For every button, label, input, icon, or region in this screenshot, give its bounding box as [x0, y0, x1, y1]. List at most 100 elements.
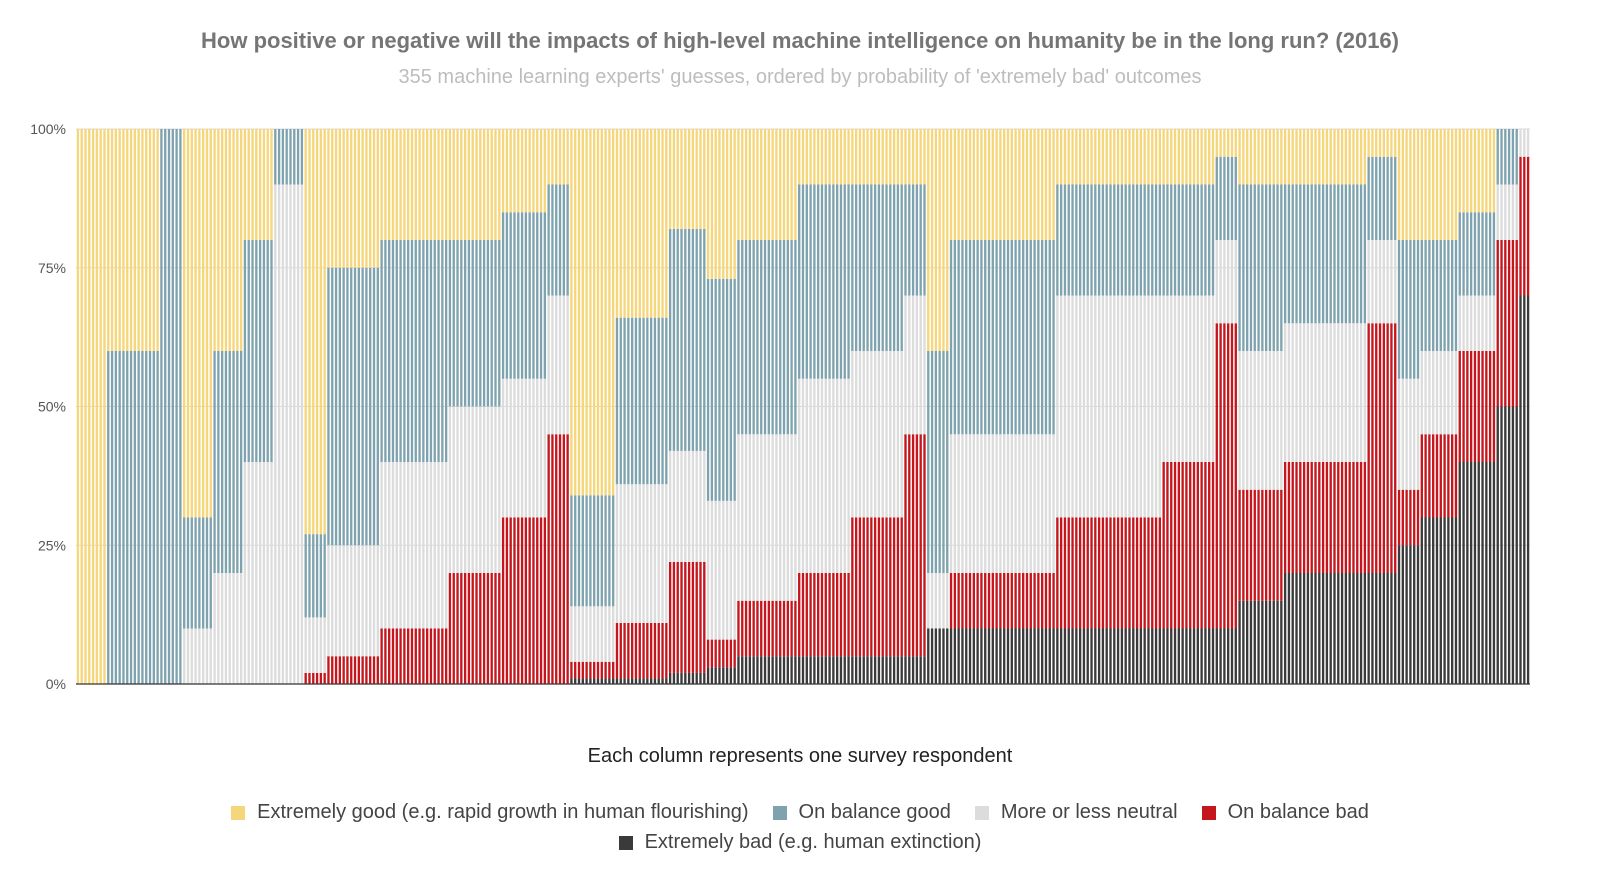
- bar-on-balance-good: [1018, 240, 1021, 435]
- bar-extremely-bad: [1173, 628, 1177, 684]
- bar-on-balance-bad: [1124, 517, 1127, 629]
- respondent-column: [805, 129, 808, 684]
- bar-on-balance-bad: [528, 517, 531, 684]
- bar-on-balance-good: [224, 351, 228, 573]
- bar-neutral: [938, 573, 941, 629]
- bar-on-balance-good: [1264, 184, 1268, 351]
- bar-extremely-bad: [900, 656, 903, 684]
- bar-on-balance-bad: [1462, 351, 1465, 462]
- respondent-column: [91, 129, 95, 684]
- bar-on-balance-good: [1280, 184, 1283, 351]
- bar-neutral: [684, 450, 687, 562]
- bar-extremely-good: [1132, 129, 1135, 185]
- bar-extremely-good: [236, 129, 239, 351]
- bar-extremely-bad: [1504, 406, 1507, 684]
- bar-extremely-good: [429, 129, 433, 240]
- respondent-column: [217, 129, 220, 684]
- bar-on-balance-bad: [463, 573, 467, 684]
- bar-on-balance-bad: [1227, 323, 1230, 629]
- bar-on-balance-good: [532, 212, 535, 379]
- bar-neutral: [1378, 240, 1382, 324]
- bar-on-balance-bad: [1067, 517, 1070, 629]
- bar-extremely-good: [1306, 129, 1310, 185]
- bar-on-balance-bad: [1356, 462, 1359, 573]
- bar-neutral: [1025, 434, 1029, 573]
- bar-extremely-good: [103, 129, 106, 684]
- bar-extremely-good: [934, 129, 938, 351]
- bar-on-balance-good: [441, 240, 444, 462]
- respondent-column: [987, 129, 991, 684]
- bar-neutral: [1523, 129, 1526, 157]
- respondent-column: [968, 129, 972, 684]
- respondent-column: [202, 129, 205, 684]
- bar-extremely-bad: [612, 678, 615, 684]
- bar-on-balance-bad: [1386, 323, 1389, 573]
- bar-on-balance-bad: [627, 622, 630, 679]
- bar-on-balance-good: [1318, 184, 1321, 324]
- bar-neutral: [1082, 295, 1086, 518]
- bar-extremely-good: [441, 129, 444, 240]
- bar-extremely-good: [1249, 129, 1253, 185]
- bar-on-balance-bad: [1196, 462, 1199, 629]
- bar-extremely-bad: [1037, 628, 1040, 684]
- bar-extremely-good: [615, 129, 619, 318]
- bar-on-balance-good: [858, 184, 862, 351]
- bar-neutral: [1344, 323, 1348, 462]
- respondent-column: [680, 129, 683, 684]
- bar-extremely-bad: [642, 678, 645, 684]
- bar-on-balance-bad: [809, 573, 812, 657]
- bar-on-balance-good: [1488, 212, 1492, 296]
- bar-on-balance-bad: [570, 661, 573, 679]
- bar-extremely-bad: [585, 678, 588, 684]
- bar-on-balance-bad: [1443, 434, 1446, 518]
- bar-extremely-bad: [1356, 573, 1359, 684]
- respondent-column: [1344, 129, 1348, 684]
- bar-neutral: [236, 573, 239, 684]
- y-tick-label: 50%: [38, 399, 66, 415]
- bar-on-balance-bad: [904, 434, 907, 657]
- bar-on-balance-good: [566, 184, 569, 296]
- bar-neutral: [1006, 434, 1010, 573]
- bar-on-balance-good: [1090, 184, 1093, 296]
- bar-extremely-bad: [1025, 628, 1029, 684]
- bar-on-balance-bad: [646, 622, 649, 679]
- bar-neutral: [612, 606, 615, 662]
- bar-on-balance-bad: [794, 600, 797, 657]
- bar-neutral: [642, 484, 645, 623]
- bar-on-balance-bad: [490, 573, 493, 684]
- respondent-column: [342, 129, 345, 684]
- respondent-column: [593, 129, 596, 684]
- respondent-column: [1208, 129, 1211, 684]
- bar-on-balance-bad: [1010, 573, 1013, 629]
- bar-on-balance-bad: [1473, 351, 1477, 462]
- legend-swatch-extremely-good: [231, 805, 246, 820]
- bar-neutral: [968, 434, 972, 573]
- bar-extremely-good: [661, 129, 664, 318]
- respondent-column: [403, 129, 406, 684]
- bar-extremely-good: [448, 129, 452, 240]
- bar-extremely-good: [262, 129, 266, 240]
- bar-neutral: [1189, 295, 1192, 462]
- bar-neutral: [1147, 295, 1150, 518]
- respondent-column: [1378, 129, 1382, 684]
- bar-extremely-good: [1473, 129, 1477, 213]
- bar-extremely-good: [984, 129, 987, 240]
- bar-extremely-good: [824, 129, 827, 185]
- bar-neutral: [1314, 323, 1317, 462]
- bar-on-balance-bad: [706, 639, 710, 668]
- bar-on-balance-bad: [775, 600, 778, 657]
- bar-on-balance-bad: [953, 573, 957, 629]
- bar-extremely-good: [1227, 129, 1230, 157]
- bar-extremely-bad: [577, 678, 581, 684]
- bar-on-balance-good: [1367, 156, 1370, 240]
- bar-on-balance-bad: [668, 561, 672, 673]
- respondent-column: [585, 129, 588, 684]
- respondent-column: [911, 129, 915, 684]
- bar-on-balance-bad: [729, 639, 733, 668]
- bar-neutral: [911, 295, 915, 435]
- respondent-column: [1215, 129, 1218, 684]
- bar-extremely-bad: [858, 656, 862, 684]
- bar-on-balance-bad: [1466, 351, 1469, 462]
- bar-on-balance-good: [1447, 240, 1450, 351]
- respondent-column: [475, 129, 478, 684]
